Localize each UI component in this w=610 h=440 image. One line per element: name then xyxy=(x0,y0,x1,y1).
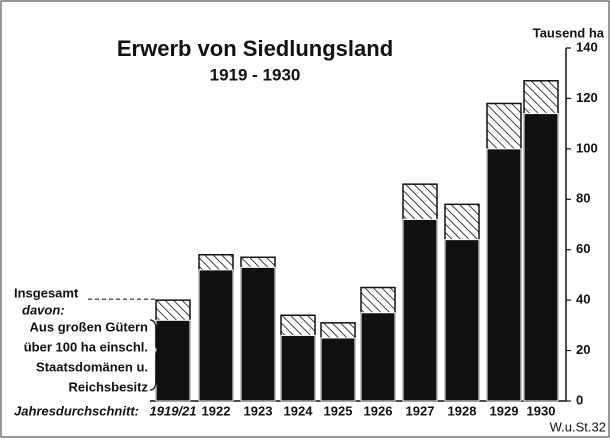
legend-brace xyxy=(149,319,161,391)
x-tick-label: 1927 xyxy=(406,403,435,418)
category-prefix: Jahresdurchschnitt: xyxy=(14,403,139,418)
chart-subtitle: 1919 - 1930 xyxy=(210,65,301,84)
y-tick-label: 120 xyxy=(576,90,598,105)
x-tick-label: 1919/21 xyxy=(150,403,197,418)
legend-label: Insgesamt xyxy=(14,286,79,301)
bar xyxy=(280,334,316,402)
y-tick-label: 20 xyxy=(576,342,590,357)
legend-label: über 100 ha einschl. xyxy=(24,339,148,354)
y-tick-label: 100 xyxy=(576,140,598,155)
source: W.u.St.32 xyxy=(550,419,606,434)
x-tick-label: 1923 xyxy=(244,403,273,418)
bar xyxy=(240,266,276,402)
bar xyxy=(320,337,356,402)
bar xyxy=(402,218,438,402)
legend-intro: davon: xyxy=(22,302,65,317)
bar xyxy=(155,319,191,402)
x-tick-label: 1925 xyxy=(324,403,353,418)
y-axis-label: Tausend ha xyxy=(533,25,605,40)
bar xyxy=(523,113,559,402)
y-tick-label: 0 xyxy=(576,392,583,407)
bar xyxy=(360,312,396,402)
bar xyxy=(444,239,480,402)
x-tick-label: 1924 xyxy=(284,403,314,418)
legend-label: Staatsdomänen u. xyxy=(36,359,148,374)
bar xyxy=(486,148,522,402)
y-tick-label: 40 xyxy=(576,292,590,307)
y-tick-label: 140 xyxy=(576,39,598,54)
legend-label: Reichsbesitz xyxy=(69,379,149,394)
x-tick-label: 1928 xyxy=(448,403,477,418)
chart-title: Erwerb von Siedlungsland xyxy=(117,36,393,61)
x-tick-label: 1929 xyxy=(490,403,519,418)
bar xyxy=(198,269,234,402)
y-tick-label: 80 xyxy=(576,191,590,206)
x-tick-label: 1926 xyxy=(364,403,393,418)
x-tick-label: 1930 xyxy=(527,403,556,418)
x-tick-label: 1922 xyxy=(202,403,231,418)
y-tick-label: 60 xyxy=(576,241,590,256)
legend-label: Aus großen Gütern xyxy=(30,319,149,334)
